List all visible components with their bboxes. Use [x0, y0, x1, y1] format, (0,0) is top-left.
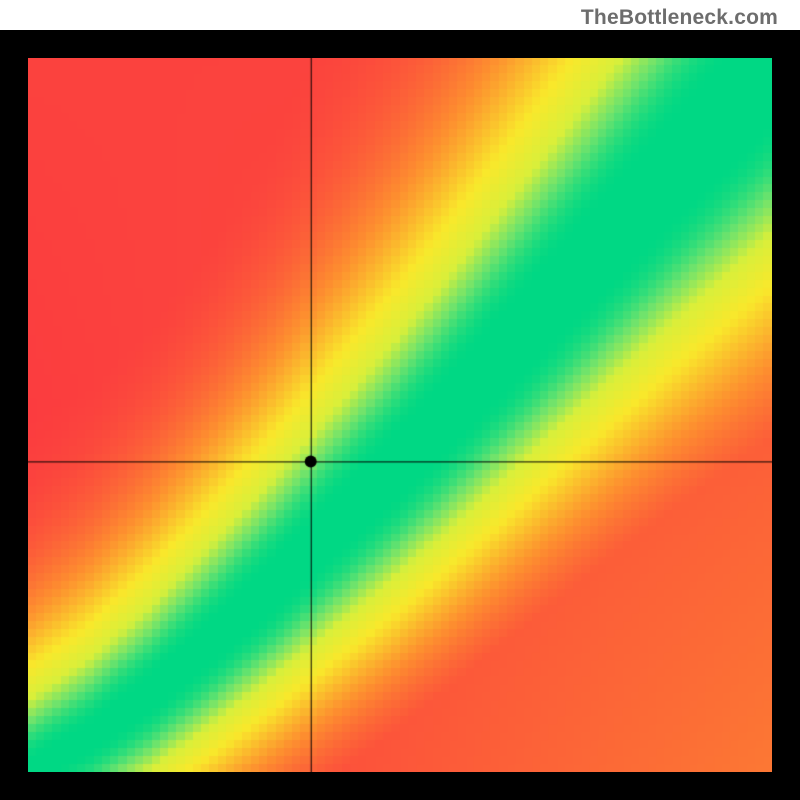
- heatmap-frame: [0, 30, 800, 800]
- chart-container: TheBottleneck.com: [0, 0, 800, 800]
- watermark-text: TheBottleneck.com: [581, 6, 778, 30]
- bottleneck-heatmap: [28, 58, 772, 772]
